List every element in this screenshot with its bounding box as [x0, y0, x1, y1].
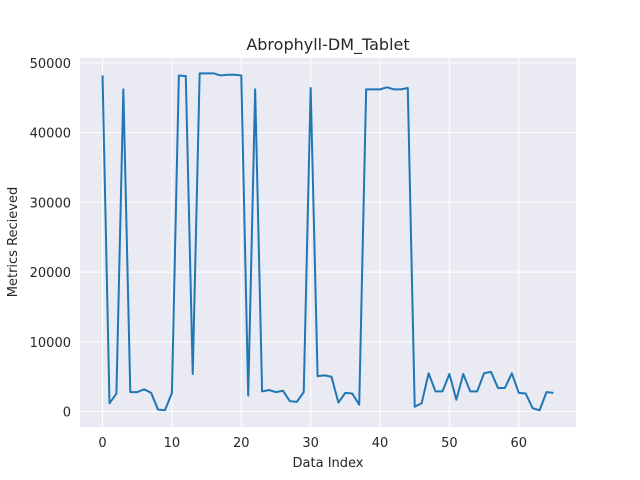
y-tick-label: 0 — [63, 406, 71, 421]
x-tick-label: 20 — [233, 436, 250, 451]
series-line — [101, 72, 554, 412]
x-tick-label: 50 — [441, 436, 458, 451]
y-axis-label: Metrics Recieved — [6, 187, 21, 297]
x-tick-labels: 0 10 20 30 40 50 60 — [98, 436, 527, 451]
y-tick-label: 10000 — [30, 336, 71, 351]
y-tick-labels: 0 10000 20000 30000 40000 50000 — [30, 57, 71, 421]
x-tick-label: 40 — [372, 436, 389, 451]
x-tick-label: 0 — [98, 436, 106, 451]
plot-background — [80, 58, 576, 427]
x-tick-label: 60 — [510, 436, 527, 451]
y-tick-label: 40000 — [30, 127, 71, 142]
x-tick-label: 30 — [302, 436, 319, 451]
x-tick-label: 10 — [164, 436, 181, 451]
y-tick-label: 20000 — [30, 266, 71, 281]
y-tick-label: 50000 — [30, 57, 71, 72]
x-axis-label: Data Index — [293, 456, 364, 471]
chart-title: Abrophyll-DM_Tablet — [246, 35, 409, 55]
y-tick-label: 30000 — [30, 196, 71, 211]
